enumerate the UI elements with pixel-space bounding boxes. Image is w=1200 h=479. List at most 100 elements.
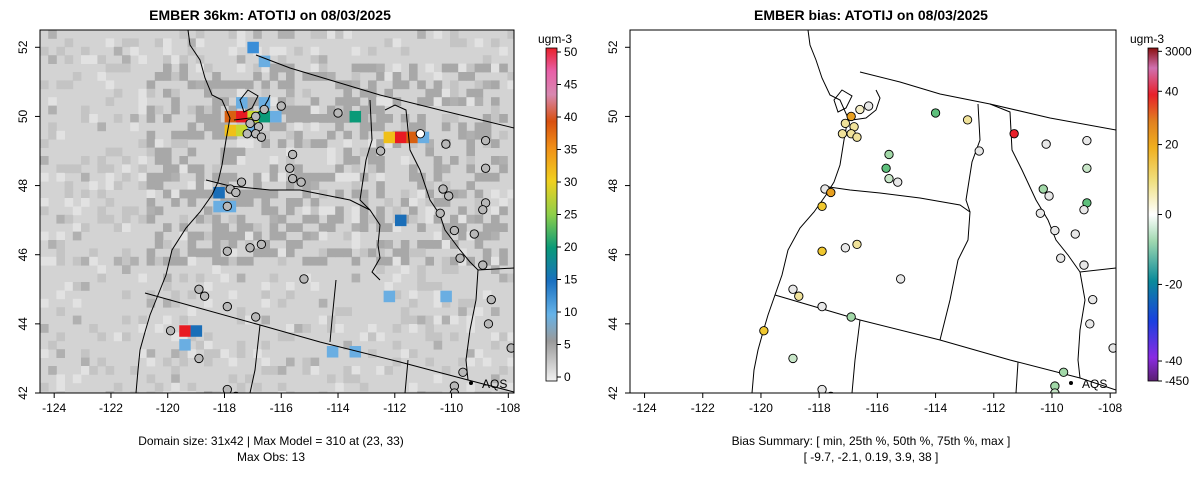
- left-grid-cell-bg: [236, 391, 246, 393]
- left-grid-cell-bg: [491, 206, 500, 216]
- left-grid-cell-bg: [253, 231, 262, 241]
- left-station-point: [222, 384, 232, 393]
- left-station-point: [222, 246, 232, 256]
- left-grid-cell-bg: [179, 256, 188, 266]
- left-grid-cell-bg: [433, 172, 443, 182]
- left-grid-cell-bg: [253, 349, 262, 358]
- right-stations: [759, 101, 1116, 393]
- left-station-point: [242, 129, 252, 139]
- left-grid-cell-bg: [318, 30, 328, 39]
- left-grid-cell-bg: [466, 147, 475, 157]
- left-grid-cell-bg: [122, 164, 131, 174]
- right-y-tick-label: 50: [606, 109, 620, 123]
- left-grid-cell-bg: [359, 189, 369, 199]
- left-grid-cell-bg: [335, 172, 344, 182]
- left-grid-cell: [236, 97, 248, 109]
- left-grid-cell-bg: [195, 30, 205, 39]
- left-station-point: [287, 174, 298, 184]
- left-grid-cell-bg: [146, 114, 156, 123]
- left-grid-cell-bg: [48, 97, 57, 106]
- left-grid-cell-bg: [195, 63, 205, 73]
- right-wa-or-border: [821, 185, 971, 213]
- left-grid-cell-bg: [351, 231, 361, 241]
- left-grid-cell-bg: [466, 130, 475, 140]
- left-grid-cell-bg: [187, 130, 197, 140]
- left-grid-cell: [224, 110, 237, 123]
- left-grid-cell-bg: [187, 46, 197, 56]
- left-grid-cell-bg: [220, 349, 229, 358]
- left-station-point: [333, 108, 343, 118]
- left-grid-cell-bg: [81, 172, 90, 182]
- left-footer-line2: Max Obs: 13: [237, 450, 305, 464]
- left-grid-cell-bg: [228, 147, 238, 157]
- right-bias-point: [895, 274, 906, 284]
- left-grid-cell-bg: [105, 147, 115, 157]
- left-grid-cell-bg: [163, 315, 172, 325]
- left-grid-cell-bg: [294, 324, 303, 333]
- left-grid-cell: [270, 110, 282, 123]
- left-station-point: [165, 326, 176, 336]
- left-x-tick-label: -112: [383, 401, 406, 415]
- left-grid-cell-bg: [376, 105, 385, 115]
- left-grid-cell-bg: [146, 214, 156, 224]
- left-grid-cell-bg: [368, 80, 377, 90]
- left-grid-cell-bg: [499, 273, 508, 283]
- left-grid-cell-bg: [40, 382, 49, 392]
- left-grid-cell-bg: [409, 290, 418, 300]
- left-grid-cell-bg: [491, 340, 500, 350]
- left-grid-cell-bg: [171, 366, 180, 375]
- left-grid-cell-bg: [146, 349, 156, 358]
- left-grid-cell-bg: [64, 282, 74, 291]
- left-grid-cell-bg: [122, 63, 131, 73]
- left-grid-cell-bg: [72, 374, 82, 384]
- left-grid-cell-bg: [433, 391, 443, 393]
- left-grid-cell-bg: [146, 374, 156, 384]
- left-grid-cell-bg: [179, 139, 188, 148]
- left-grid-cell-bg: [294, 172, 303, 182]
- left-grid-cell-bg: [400, 265, 410, 274]
- left-grid-cell-bg: [171, 139, 180, 148]
- left-station-point: [296, 177, 306, 187]
- left-grid-cell-bg: [163, 240, 172, 249]
- left-grid-cell-bg: [302, 189, 311, 199]
- left-station-point: [194, 353, 204, 364]
- left-grid-cell-bg: [105, 97, 115, 106]
- left-grid-cell-bg: [359, 122, 369, 132]
- left-grid-cell-bg: [113, 46, 123, 56]
- left-grid-cell-bg: [138, 88, 147, 98]
- left-grid-cell-bg: [56, 382, 65, 392]
- right-bias-point: [852, 239, 862, 249]
- left-grid-cell-bg: [491, 189, 500, 199]
- left-grid-cell-bg: [433, 156, 443, 165]
- left-grid-cell-bg: [335, 324, 344, 333]
- left-grid-cell-bg: [48, 30, 57, 39]
- left-grid-cell-bg: [64, 38, 74, 48]
- left-grid-cell-bg: [40, 156, 49, 165]
- left-grid-cell-bg: [392, 256, 402, 266]
- right-bias-point: [855, 104, 865, 115]
- left-grid-cell-bg: [474, 88, 484, 98]
- left-grid-cell-bg: [409, 139, 418, 148]
- left-grid-cell-bg: [228, 357, 238, 367]
- left-grid-cell-bg: [212, 130, 221, 140]
- right-x-tick-label: -108: [1098, 401, 1122, 415]
- left-grid-cell-bg: [376, 114, 385, 123]
- left-grid-cell-bg: [40, 198, 49, 207]
- left-grid-cell-bg: [491, 63, 500, 73]
- left-grid-cell-bg: [163, 46, 172, 56]
- left-grid-cell: [258, 97, 271, 109]
- left-grid-cell-bg: [458, 38, 467, 48]
- left-grid-cell-bg: [195, 80, 205, 90]
- left-grid-cell-bg: [146, 391, 156, 393]
- left-grid-cell-bg: [187, 198, 197, 207]
- left-grid-cell-bg: [212, 223, 221, 232]
- left-grid-cell-bg: [64, 55, 74, 64]
- right-bias-point: [1079, 260, 1089, 270]
- left-colorbar-tick-label: 20: [564, 240, 578, 254]
- left-grid-cell-bg: [302, 172, 311, 182]
- left-grid-cell-bg: [351, 256, 361, 266]
- left-grid-cell-bg: [425, 324, 434, 333]
- left-grid-cell-bg: [392, 290, 402, 300]
- left-grid-cell-bg: [204, 349, 213, 358]
- left-grid-cell-bg: [220, 172, 229, 182]
